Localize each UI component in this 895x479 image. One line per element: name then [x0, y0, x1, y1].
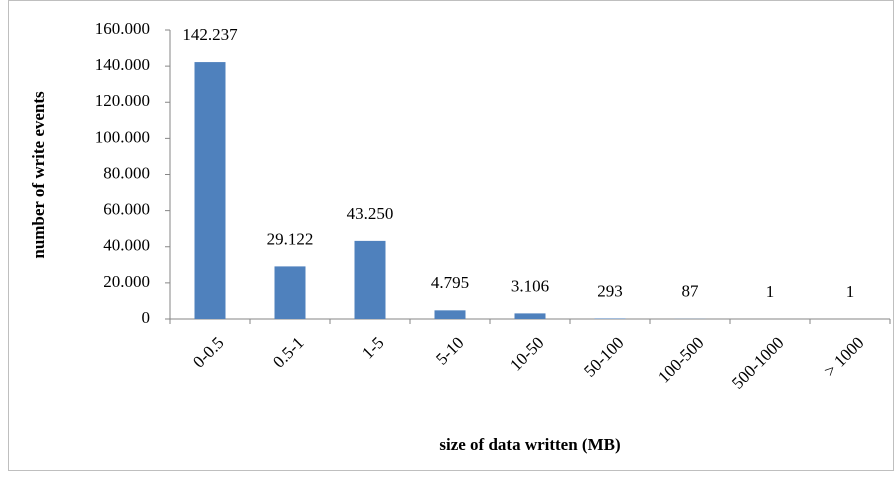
bar: [594, 318, 626, 319]
bar: [354, 240, 386, 319]
y-tick-label: 120.000: [95, 91, 150, 110]
value-label: 87: [682, 282, 700, 301]
bar: [274, 266, 306, 319]
x-tick-label: 50-100: [580, 333, 627, 380]
x-tick-label: > 1000: [820, 333, 867, 380]
x-tick-label: 0.5-1: [269, 333, 307, 371]
bar: [194, 62, 226, 320]
x-tick-label: 500-1000: [728, 333, 788, 393]
chart-border: [8, 0, 894, 471]
y-tick-label: 60.000: [103, 200, 150, 219]
x-tick-label: 5-10: [432, 333, 467, 368]
value-label: 4.795: [431, 273, 469, 292]
y-tick-label: 0: [142, 308, 151, 327]
value-label: 1: [846, 282, 855, 301]
value-label: 29.122: [267, 229, 314, 248]
bar: [434, 310, 466, 319]
value-label: 293: [597, 281, 623, 300]
y-tick-label: 140.000: [95, 55, 150, 74]
value-label: 1: [766, 282, 775, 301]
y-tick-label: 40.000: [103, 236, 150, 255]
y-tick-label: 20.000: [103, 272, 150, 291]
x-tick-label: 0-0.5: [189, 333, 227, 371]
x-tick-label: 100-500: [654, 333, 708, 387]
x-axis-title: size of data written (MB): [439, 435, 620, 454]
value-label: 142.237: [182, 25, 238, 44]
y-tick-label: 100.000: [95, 127, 150, 146]
x-tick-label: 1-5: [358, 333, 387, 362]
bar: [514, 313, 546, 319]
x-tick-label: 10-50: [506, 333, 547, 374]
y-tick-label: 80.000: [103, 163, 150, 182]
y-tick-label: 160.000: [95, 19, 150, 38]
value-label: 43.250: [347, 204, 394, 223]
value-label: 3.106: [511, 276, 549, 295]
y-axis-title: number of write events: [29, 91, 48, 259]
